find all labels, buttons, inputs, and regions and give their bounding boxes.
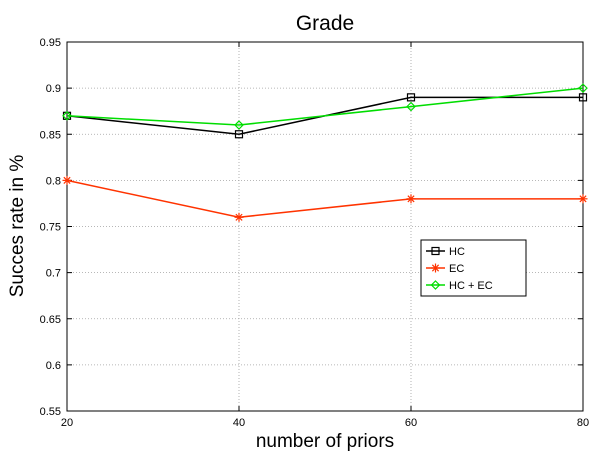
series-line-ec xyxy=(66,179,583,219)
y-axis-title: Succes rate in % xyxy=(7,155,28,298)
y-tick-label: 0.9 xyxy=(46,83,61,95)
y-tick-label: 0.85 xyxy=(40,129,61,141)
legend-entry-hc: HC xyxy=(426,246,465,258)
x-tick-labels: 20 40 60 80 xyxy=(61,417,589,429)
legend-label-hc: HC xyxy=(449,246,465,258)
asterisk-stroke xyxy=(579,195,587,203)
y-tick-label: 0.8 xyxy=(46,175,61,187)
legend-label-ec: EC xyxy=(449,263,464,275)
data-point-hc xyxy=(234,130,244,139)
y-tick-label: 0.7 xyxy=(46,268,61,280)
chart-title: Grade xyxy=(296,12,354,35)
data-point-ec xyxy=(578,194,588,204)
asterisk-stroke xyxy=(431,264,440,272)
legend-entry-ec: EC xyxy=(426,263,464,275)
legend-marker-ec xyxy=(431,263,440,273)
legend-label-hc-ec: HC + EC xyxy=(449,280,493,292)
x-tick-label: 80 xyxy=(577,417,589,429)
data-point-hc-ec xyxy=(578,83,588,93)
data-point-hc xyxy=(578,93,588,102)
series-line-hc-ec xyxy=(66,87,584,126)
legend-marker-hc xyxy=(431,246,440,256)
series-hc-ec xyxy=(62,83,588,130)
y-tick-label: 0.55 xyxy=(40,406,61,418)
asterisk-stroke xyxy=(63,176,71,184)
series-lines xyxy=(62,83,588,222)
y-tick-labels: 0.55 0.6 0.65 0.7 0.75 0.8 0.85 0.9 0.95 xyxy=(40,37,61,418)
legend-entry-hc-ec: HC + EC xyxy=(426,280,493,292)
data-point-ec xyxy=(62,175,72,185)
y-tick-label: 0.95 xyxy=(40,37,61,49)
asterisk-stroke xyxy=(235,213,243,221)
data-point-hc xyxy=(406,93,416,102)
x-tick-label: 40 xyxy=(233,417,245,429)
x-tick-label: 60 xyxy=(405,417,417,429)
y-tick-label: 0.75 xyxy=(40,222,61,234)
legend-entries: HC EC HC + EC xyxy=(426,246,493,292)
data-point-hc-ec xyxy=(234,120,244,130)
legend-marker-hc-ec xyxy=(430,280,441,290)
legend: HC EC HC + EC xyxy=(420,239,527,297)
x-tick-label: 20 xyxy=(61,417,73,429)
data-point-ec xyxy=(234,212,244,222)
asterisk-stroke xyxy=(407,195,415,203)
y-tick-label: 0.65 xyxy=(40,314,61,326)
series-ec xyxy=(62,175,588,222)
x-axis-title: number of priors xyxy=(256,431,394,452)
y-tick-label: 0.6 xyxy=(46,360,61,372)
data-point-ec xyxy=(406,194,416,204)
data-point-hc-ec xyxy=(406,101,416,112)
data-point-hc-ec xyxy=(62,110,72,121)
